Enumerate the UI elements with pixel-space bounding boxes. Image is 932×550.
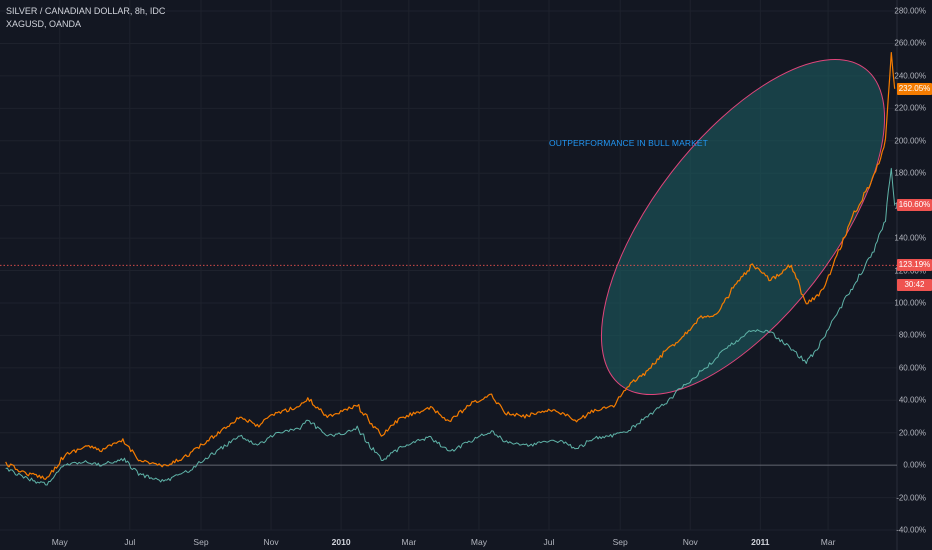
series-silver-cad-line[interactable] (5, 51, 896, 480)
x-tick-label: Jul (543, 537, 555, 547)
x-tick-label: Mar (401, 537, 417, 547)
x-tick-label: Jul (124, 537, 136, 547)
symbol-title[interactable]: SILVER / CANADIAN DOLLAR, 8h, IDC (6, 6, 166, 16)
y-tick-label: 260.00% (894, 38, 926, 48)
y-tick-label: 20.00% (898, 428, 926, 438)
price-tag: 123.19% (897, 259, 932, 272)
y-tick-label: 180.00% (894, 168, 926, 178)
x-tick-label: Nov (263, 537, 279, 547)
series-xagusd-line[interactable] (5, 167, 896, 486)
y-tick-label: 240.00% (894, 71, 926, 81)
y-tick-label: 100.00% (894, 298, 926, 308)
chart-legend: SILVER / CANADIAN DOLLAR, 8h, IDC XAGUSD… (6, 5, 165, 31)
y-tick-label: -40.00% (896, 525, 926, 535)
annotation-text[interactable]: OUTPERFORMANCE IN BULL MARKET (549, 138, 708, 148)
x-tick-label: Mar (820, 537, 836, 547)
y-tick-label: 80.00% (898, 330, 926, 340)
price-tag: 160.60% (897, 198, 932, 211)
compare-symbol[interactable]: XAGUSD, OANDA (6, 19, 82, 29)
x-tick-label: 2010 (331, 537, 351, 547)
y-tick-label: 60.00% (898, 363, 926, 373)
x-tick-label: May (470, 537, 487, 547)
y-tick-label: 0.00% (903, 460, 926, 470)
x-tick-label: 2011 (751, 537, 770, 547)
x-tick-label: Sep (193, 537, 209, 547)
outperformance-ellipse[interactable] (549, 14, 932, 441)
y-tick-label: 200.00% (894, 136, 926, 146)
x-tick-label: Sep (612, 537, 628, 547)
x-tick-label: Nov (682, 537, 698, 547)
y-tick-label: 40.00% (898, 395, 926, 405)
series-layer (5, 51, 896, 486)
x-tick-label: May (51, 537, 68, 547)
y-tick-label: 280.00% (894, 6, 926, 16)
y-tick-label: 220.00% (894, 103, 926, 113)
price-tag: 232.05% (897, 82, 932, 95)
price-tag: 30:42 (897, 279, 932, 292)
y-tick-label: 140.00% (894, 233, 926, 243)
y-tick-label: -20.00% (896, 493, 926, 503)
